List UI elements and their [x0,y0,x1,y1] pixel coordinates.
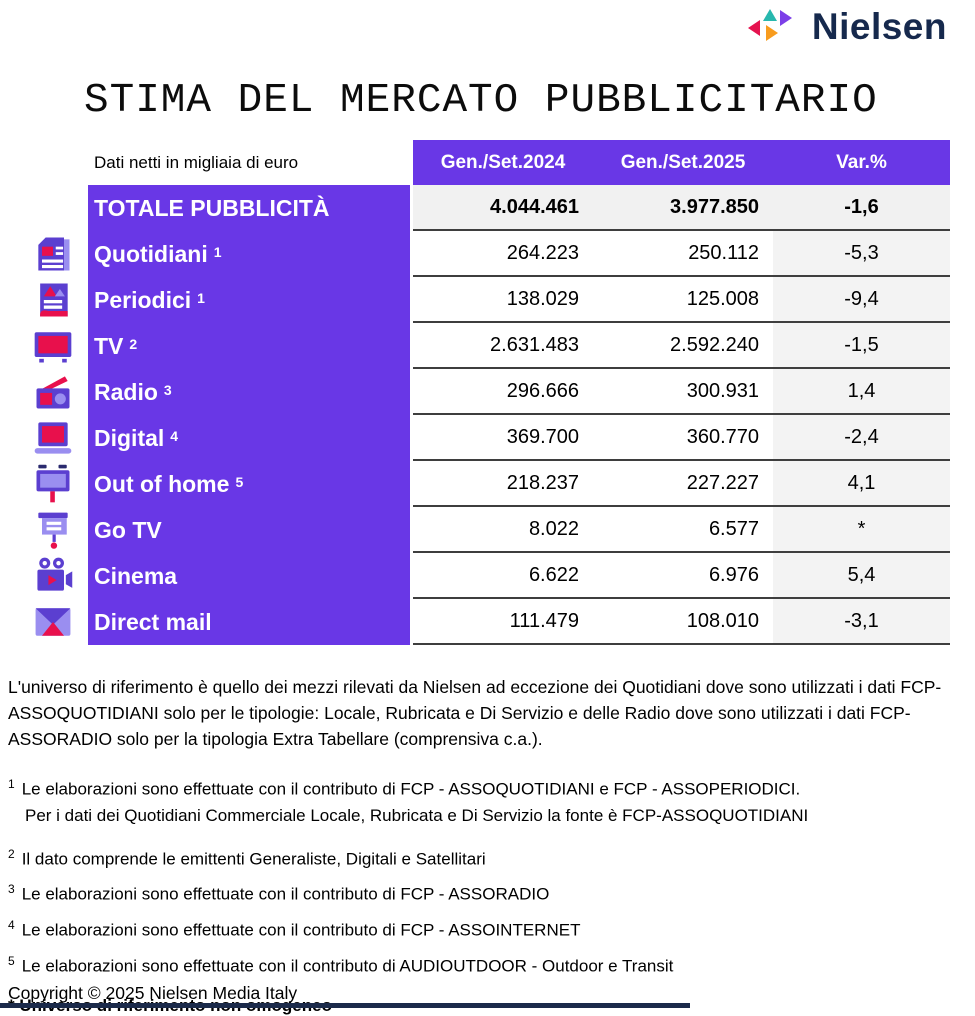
value-var: -3,1 [773,599,950,645]
value-var: -2,4 [773,415,950,461]
value-2025: 108.010 [593,599,773,645]
value-var: -1,6 [773,185,950,231]
table-row: Cinema 6.622 6.976 5,4 [18,553,950,599]
laptop-icon [18,415,88,461]
header-icon-cell [18,140,88,185]
value-var: 4,1 [773,461,950,507]
universe-note: L'universo di riferimento è quello dei m… [8,677,942,749]
footnote-5: 5 Le elaborazioni sono effettuate con il … [8,953,674,976]
nielsen-logo: Nielsen [746,6,947,48]
value-var: -9,4 [773,277,950,323]
value-var: -1,5 [773,323,950,369]
footnote-1: 1 Le elaborazioni sono effettuate con il … [8,777,801,799]
table-row-total: TOTALE PUBBLICITÀ 4.044.461 3.977.850 -1… [18,185,950,231]
column-header-2025: Gen./Set.2025 [593,140,773,185]
column-header-2024: Gen./Set.2024 [413,140,593,185]
row-label: TOTALE PUBBLICITÀ [88,185,410,231]
value-2025: 6.976 [593,553,773,599]
envelope-icon [18,599,88,645]
value-var: 5,4 [773,553,950,599]
value-var: 1,4 [773,369,950,415]
row-label: Radio 3 [88,369,410,415]
row-label: Cinema [88,553,410,599]
row-label: Go TV [88,507,410,553]
value-2024: 2.631.483 [413,323,593,369]
row-label: Digital 4 [88,415,410,461]
value-2025: 2.592.240 [593,323,773,369]
table-row: Radio 3 296.666 300.931 1,4 [18,369,950,415]
footnote-4: 4 Le elaborazioni sono effettuate con il … [8,917,581,940]
footnote-3: 3 Le elaborazioni sono effettuate con il … [8,882,550,904]
footnotes: 1 Le elaborazioni sono effettuate con il … [8,770,964,980]
value-2025: 360.770 [593,415,773,461]
value-2024: 6.622 [413,553,593,599]
value-2024: 4.044.461 [413,185,593,231]
notes-section: L'universo di riferimento è quello dei m… [8,674,964,1016]
movie-camera-icon [18,553,88,599]
value-2024: 218.237 [413,461,593,507]
magazine-icon [18,277,88,323]
value-2025: 300.931 [593,369,773,415]
page-title: STIMA DEL MERCATO PUBBLICITARIO [84,78,878,124]
footnote-1-continued: Per i dati dei Quotidiani Commerciale Lo… [25,805,809,825]
value-2025: 250.112 [593,231,773,277]
value-2024: 111.479 [413,599,593,645]
value-2025: 6.577 [593,507,773,553]
column-gap [410,140,413,185]
value-2025: 125.008 [593,277,773,323]
value-2024: 8.022 [413,507,593,553]
value-2024: 296.666 [413,369,593,415]
value-2024: 264.223 [413,231,593,277]
column-header-var: Var.% [773,140,950,185]
table-row: Go TV 8.022 6.577 * [18,507,950,553]
value-var: * [773,507,950,553]
row-label: Quotidiani 1 [88,231,410,277]
value-var: -5,3 [773,231,950,277]
value-2025: 227.227 [593,461,773,507]
radio-icon [18,369,88,415]
copyright-text: Copyright © 2025 Nielsen Media Italy [8,983,298,1003]
table-row: Direct mail 111.479 108.010 -3,1 [18,599,950,645]
table-row: Quotidiani 1 264.223 250.112 -5,3 [18,231,950,277]
tv-icon [18,323,88,369]
row-label: Periodici 1 [88,277,410,323]
table-row: Periodici 1 138.029 125.008 -9,4 [18,277,950,323]
row-label: Out of home 5 [88,461,410,507]
table-row: TV 2 2.631.483 2.592.240 -1,5 [18,323,950,369]
billboard-icon [18,461,88,507]
transit-screen-icon [18,507,88,553]
row-label: TV 2 [88,323,410,369]
row-label: Direct mail [88,599,410,645]
nielsen-logo-mark-icon [746,7,802,47]
table-header-row: Dati netti in migliaia di euro Gen./Set.… [18,140,950,185]
value-2024: 138.029 [413,277,593,323]
table-row: Out of home 5 218.237 227.227 4,1 [18,461,950,507]
unit-label: Dati netti in migliaia di euro [88,140,410,185]
advertising-market-table: Dati netti in migliaia di euro Gen./Set.… [18,140,950,645]
nielsen-wordmark: Nielsen [811,6,947,47]
value-2024: 369.700 [413,415,593,461]
newspaper-icon [18,231,88,277]
footnote-2: 2 Il dato comprende le emittenti Generali… [8,846,486,869]
value-2025: 3.977.850 [593,185,773,231]
bottom-bar [0,1003,690,1008]
table-row: Digital 4 369.700 360.770 -2,4 [18,415,950,461]
